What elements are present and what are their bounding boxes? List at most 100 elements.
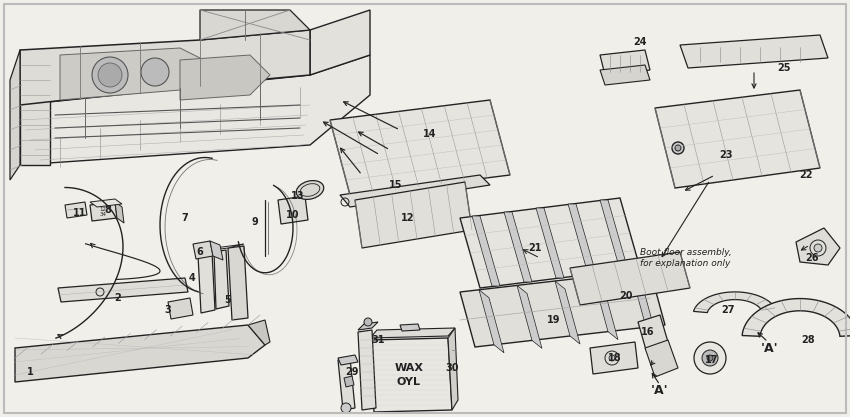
Circle shape [609, 355, 615, 361]
Polygon shape [600, 50, 650, 75]
Text: 20: 20 [620, 291, 632, 301]
Text: 3: 3 [165, 305, 172, 315]
Text: 4: 4 [189, 273, 196, 283]
Polygon shape [60, 48, 200, 100]
Polygon shape [193, 241, 213, 259]
Polygon shape [90, 199, 122, 207]
Text: 11: 11 [73, 208, 87, 218]
Polygon shape [472, 216, 500, 286]
Text: 2: 2 [115, 293, 122, 303]
Polygon shape [278, 196, 308, 224]
Polygon shape [20, 55, 370, 165]
Text: 12
34: 12 34 [99, 206, 106, 217]
Text: 18: 18 [609, 353, 622, 363]
Text: 9: 9 [252, 217, 258, 227]
Text: 27: 27 [722, 305, 734, 315]
Polygon shape [694, 292, 777, 313]
Polygon shape [330, 100, 510, 195]
Text: 10: 10 [286, 210, 300, 220]
Circle shape [141, 58, 169, 86]
Polygon shape [248, 320, 270, 345]
Polygon shape [370, 328, 455, 338]
Polygon shape [517, 285, 542, 348]
Polygon shape [479, 290, 504, 353]
Polygon shape [460, 270, 665, 347]
Circle shape [364, 318, 372, 326]
Text: 'A': 'A' [651, 384, 669, 397]
Polygon shape [355, 182, 472, 248]
Polygon shape [200, 10, 310, 40]
Polygon shape [15, 325, 265, 382]
Polygon shape [631, 272, 656, 335]
Polygon shape [370, 338, 452, 412]
Text: 22: 22 [799, 170, 813, 180]
Circle shape [98, 63, 122, 87]
Text: 1: 1 [26, 367, 33, 377]
Polygon shape [20, 30, 310, 105]
Circle shape [672, 142, 684, 154]
Circle shape [341, 403, 351, 413]
Text: 12: 12 [401, 213, 415, 223]
Polygon shape [638, 315, 668, 350]
Polygon shape [198, 252, 215, 313]
Text: 19: 19 [547, 315, 561, 325]
Circle shape [675, 145, 681, 151]
Circle shape [694, 342, 726, 374]
Text: 8: 8 [105, 205, 111, 215]
Polygon shape [504, 212, 532, 282]
Text: 7: 7 [182, 213, 189, 223]
Circle shape [92, 57, 128, 93]
Polygon shape [338, 358, 355, 410]
Polygon shape [448, 328, 458, 410]
Polygon shape [555, 281, 580, 344]
Text: 24: 24 [633, 37, 647, 47]
Text: OYL: OYL [397, 377, 421, 387]
Polygon shape [680, 35, 828, 68]
Polygon shape [593, 276, 618, 339]
Text: 23: 23 [719, 150, 733, 160]
Polygon shape [590, 342, 638, 374]
Polygon shape [228, 246, 248, 320]
Text: Boot floor assembly,
for explanation only: Boot floor assembly, for explanation onl… [640, 248, 732, 268]
Text: 13: 13 [292, 191, 305, 201]
Polygon shape [655, 90, 820, 188]
Circle shape [702, 350, 718, 366]
Polygon shape [344, 376, 354, 387]
Text: 5: 5 [224, 295, 231, 305]
Polygon shape [10, 50, 20, 180]
Text: 29: 29 [345, 367, 359, 377]
Polygon shape [358, 330, 376, 410]
Circle shape [707, 355, 713, 361]
Text: 'A': 'A' [762, 342, 779, 354]
Polygon shape [115, 202, 124, 223]
Polygon shape [20, 50, 50, 165]
Text: 21: 21 [528, 243, 541, 253]
Text: 14: 14 [423, 129, 437, 139]
Polygon shape [310, 10, 370, 75]
Circle shape [814, 244, 822, 252]
Polygon shape [600, 65, 650, 85]
Text: 31: 31 [371, 335, 385, 345]
Text: WAX: WAX [394, 363, 423, 373]
Text: 26: 26 [805, 253, 819, 263]
Text: 15: 15 [389, 180, 403, 190]
Polygon shape [600, 200, 628, 270]
Text: 6: 6 [196, 247, 203, 257]
Polygon shape [536, 208, 564, 278]
Polygon shape [340, 175, 490, 207]
Ellipse shape [297, 181, 324, 199]
Text: 28: 28 [802, 335, 815, 345]
Polygon shape [90, 202, 117, 221]
Polygon shape [460, 198, 640, 288]
Polygon shape [796, 228, 840, 265]
Polygon shape [168, 298, 193, 319]
Polygon shape [214, 250, 229, 309]
Polygon shape [210, 241, 223, 260]
Polygon shape [198, 244, 244, 252]
Polygon shape [568, 204, 596, 274]
Polygon shape [400, 324, 420, 331]
Polygon shape [645, 340, 678, 377]
Polygon shape [570, 252, 690, 305]
Text: 25: 25 [777, 63, 790, 73]
Text: 30: 30 [445, 363, 459, 373]
